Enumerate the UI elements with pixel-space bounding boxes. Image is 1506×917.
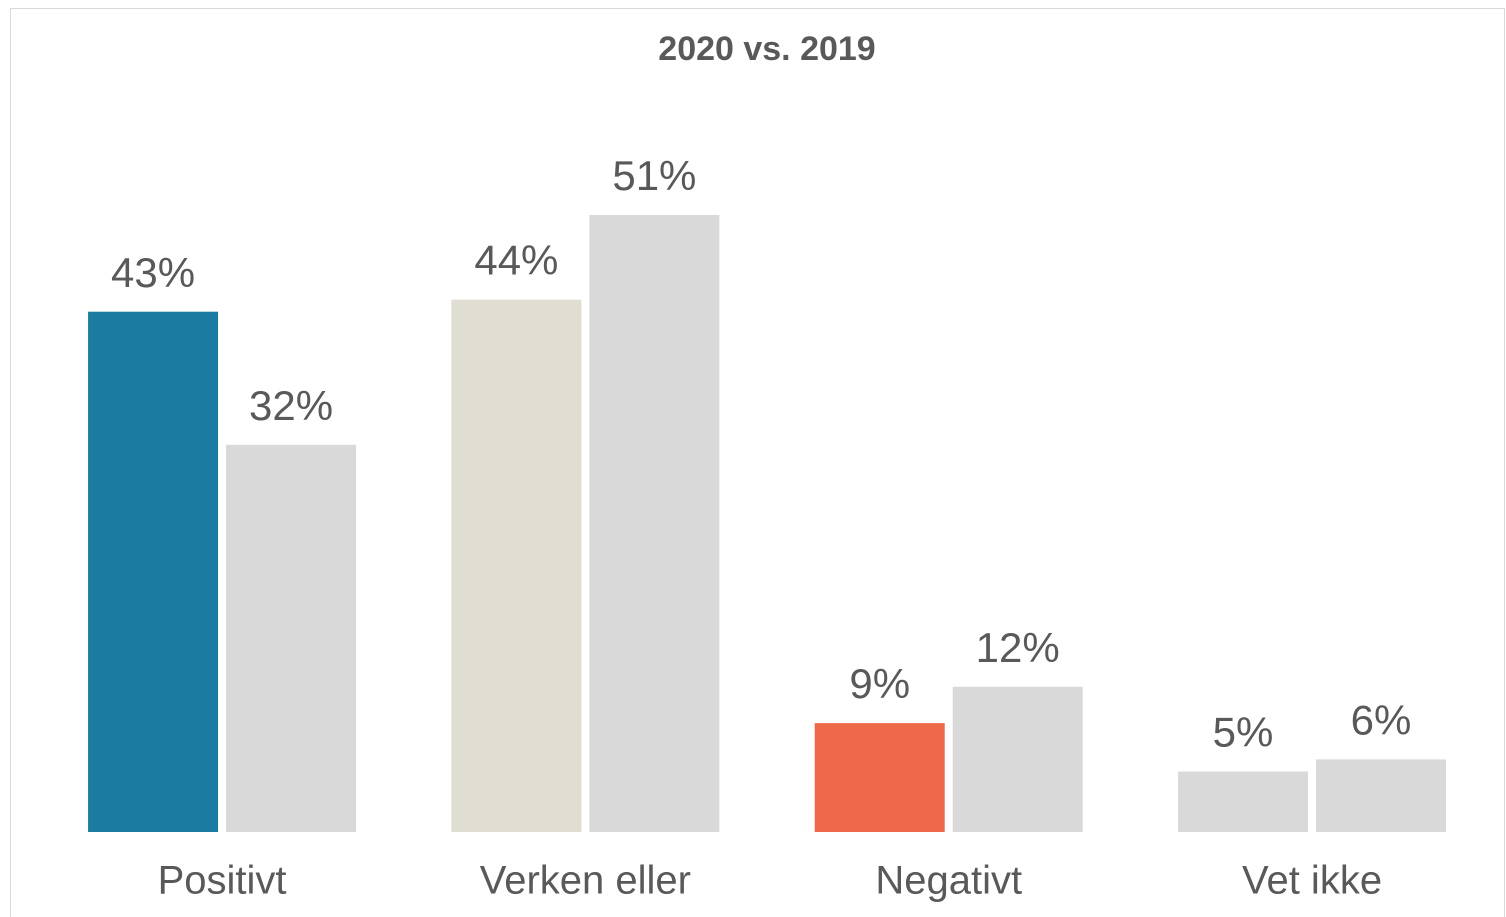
x-tick-label: Verken eller — [480, 859, 691, 903]
data-label: 9% — [849, 660, 910, 707]
data-label: 32% — [249, 382, 333, 429]
data-label: 6% — [1351, 696, 1412, 743]
chart-title: 2020 vs. 2019 — [658, 30, 875, 68]
data-label: 5% — [1213, 709, 1274, 756]
x-tick-label: Vet ikke — [1242, 859, 1382, 903]
bar — [88, 311, 219, 832]
data-label: 51% — [612, 152, 696, 199]
bar — [1178, 771, 1309, 832]
bar — [814, 723, 945, 832]
bar — [1316, 759, 1447, 832]
x-tick-label: Negativt — [875, 859, 1022, 903]
bar — [952, 686, 1083, 832]
x-tick-label: Positivt — [158, 859, 287, 903]
data-label: 44% — [474, 237, 558, 284]
data-label: 12% — [976, 624, 1060, 671]
bar — [451, 299, 582, 833]
data-label: 43% — [111, 249, 195, 296]
bar — [226, 444, 357, 832]
bar — [589, 214, 720, 832]
